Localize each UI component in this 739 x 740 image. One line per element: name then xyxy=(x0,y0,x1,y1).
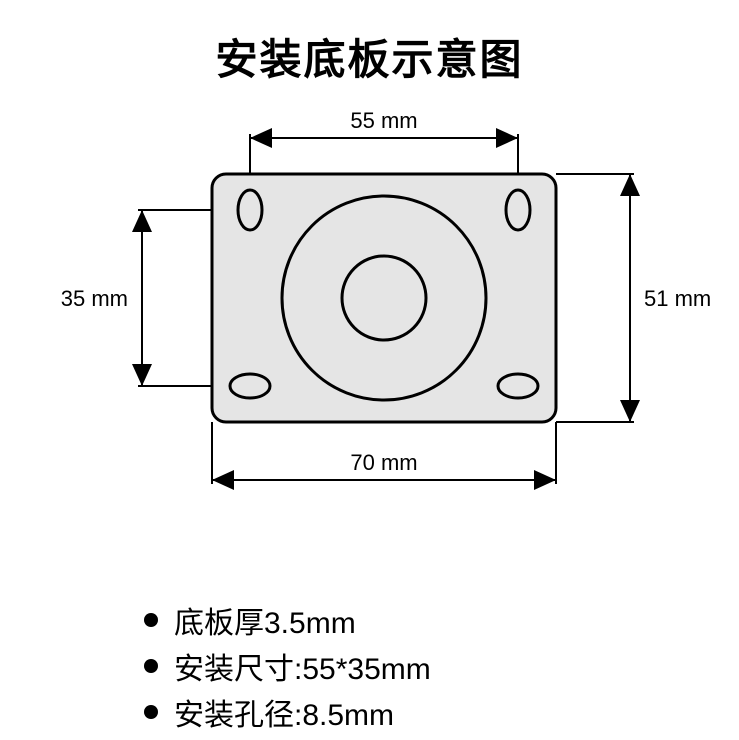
spec-text: 安装尺寸:55*35mm xyxy=(174,644,431,688)
bullet-icon xyxy=(144,613,158,627)
spec-text: 底板厚3.5mm xyxy=(174,598,356,642)
spec-row: 安装孔径:8.5mm xyxy=(144,690,431,734)
spec-row: 安装尺寸:55*35mm xyxy=(144,644,431,688)
bullet-icon xyxy=(144,659,158,673)
svg-text:55 mm: 55 mm xyxy=(350,108,417,133)
svg-text:70 mm: 70 mm xyxy=(350,450,417,475)
svg-text:35 mm: 35 mm xyxy=(61,286,128,311)
spec-row: 底板厚3.5mm xyxy=(144,598,431,642)
bullet-icon xyxy=(144,705,158,719)
page: 安装底板示意图 55 mm70 mm35 mm51 mm 底板厚3.5mm 安装… xyxy=(0,0,739,740)
spec-list: 底板厚3.5mm 安装尺寸:55*35mm 安装孔径:8.5mm xyxy=(144,596,431,736)
svg-text:51 mm: 51 mm xyxy=(644,286,711,311)
spec-text: 安装孔径:8.5mm xyxy=(174,690,394,734)
